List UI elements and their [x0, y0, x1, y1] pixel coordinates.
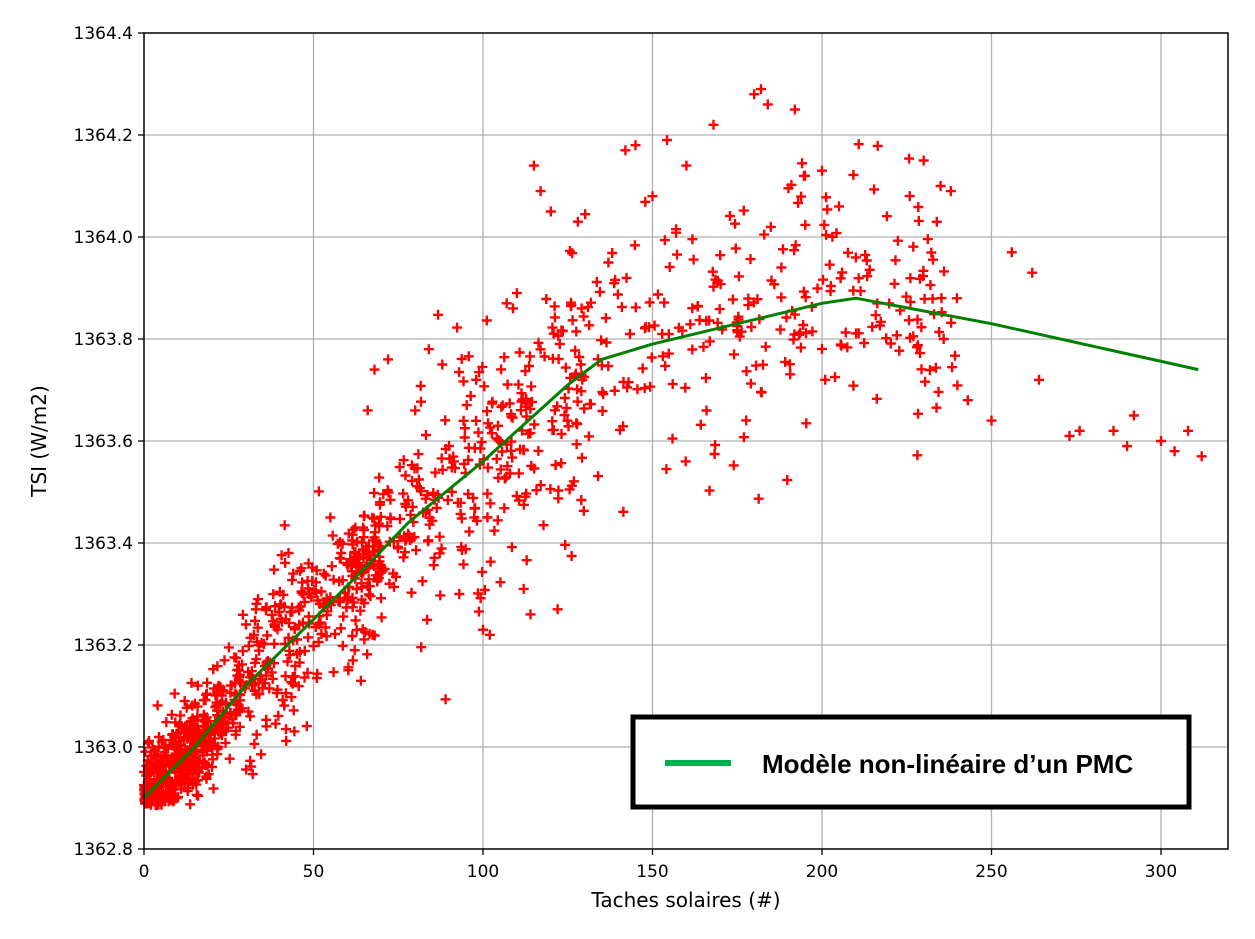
y-axis-label: TSI (W/m2)	[27, 385, 51, 498]
model-line	[142, 296, 1199, 800]
y-axis-ticks: 1362.8 1363.0 1363.2 1363.4 1363.6 1363.8 1364…	[74, 24, 144, 860]
y-tick-label: 1363.0	[74, 738, 133, 758]
plus-markers	[139, 84, 1207, 811]
y-tick-label: 1364.0	[74, 228, 133, 248]
x-tick-label: 250	[975, 862, 1007, 882]
x-tick-label: 50	[303, 862, 325, 882]
x-tick-label: 200	[806, 862, 838, 882]
y-tick-label: 1362.8	[74, 840, 133, 860]
x-axis-label: Taches solaires (#)	[590, 888, 780, 912]
y-tick-label: 1363.2	[74, 636, 133, 656]
x-tick-label: 0	[139, 862, 150, 882]
scatter-points	[139, 84, 1207, 811]
y-tick-label: 1364.4	[74, 24, 133, 44]
legend-label: Modèle non-linéaire d’un PMC	[762, 749, 1133, 779]
x-tick-label: 100	[467, 862, 499, 882]
x-axis-ticks: 0 50 100 150 200 250 300	[139, 849, 1177, 882]
y-tick-label: 1363.8	[74, 330, 133, 350]
y-tick-label: 1364.2	[74, 126, 133, 146]
y-tick-label: 1363.4	[74, 534, 133, 554]
y-tick-label: 1363.6	[74, 432, 133, 452]
x-tick-label: 300	[1145, 862, 1177, 882]
legend: Modèle non-linéaire d’un PMC	[630, 714, 1192, 810]
x-tick-label: 150	[636, 862, 668, 882]
